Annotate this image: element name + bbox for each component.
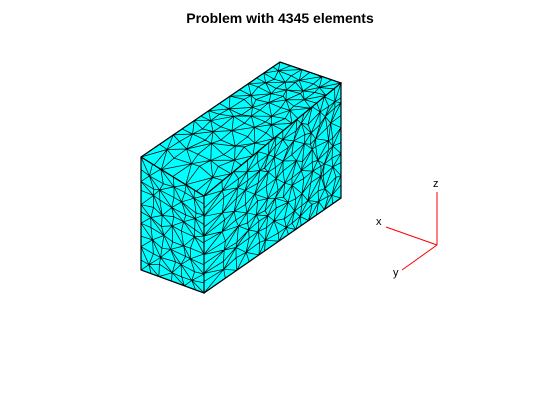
y-axis-label: y [393, 267, 399, 279]
mesh-edges-right [204, 83, 341, 293]
mesh-outline [140, 61, 343, 294]
mesh-edge-lines [141, 62, 341, 196]
z-axis-label: z [433, 178, 439, 190]
mesh-edge-lines [141, 157, 204, 293]
mesh-edges-front [141, 157, 204, 293]
figure-title: Problem with 4345 elements [186, 10, 374, 26]
mesh-edges-top [141, 62, 341, 196]
axis-triad: z x y [376, 178, 439, 279]
x-axis-line [385, 226, 438, 246]
mesh-edge-lines [204, 83, 341, 293]
y-axis-line [401, 244, 438, 271]
x-axis-label: x [376, 216, 382, 228]
